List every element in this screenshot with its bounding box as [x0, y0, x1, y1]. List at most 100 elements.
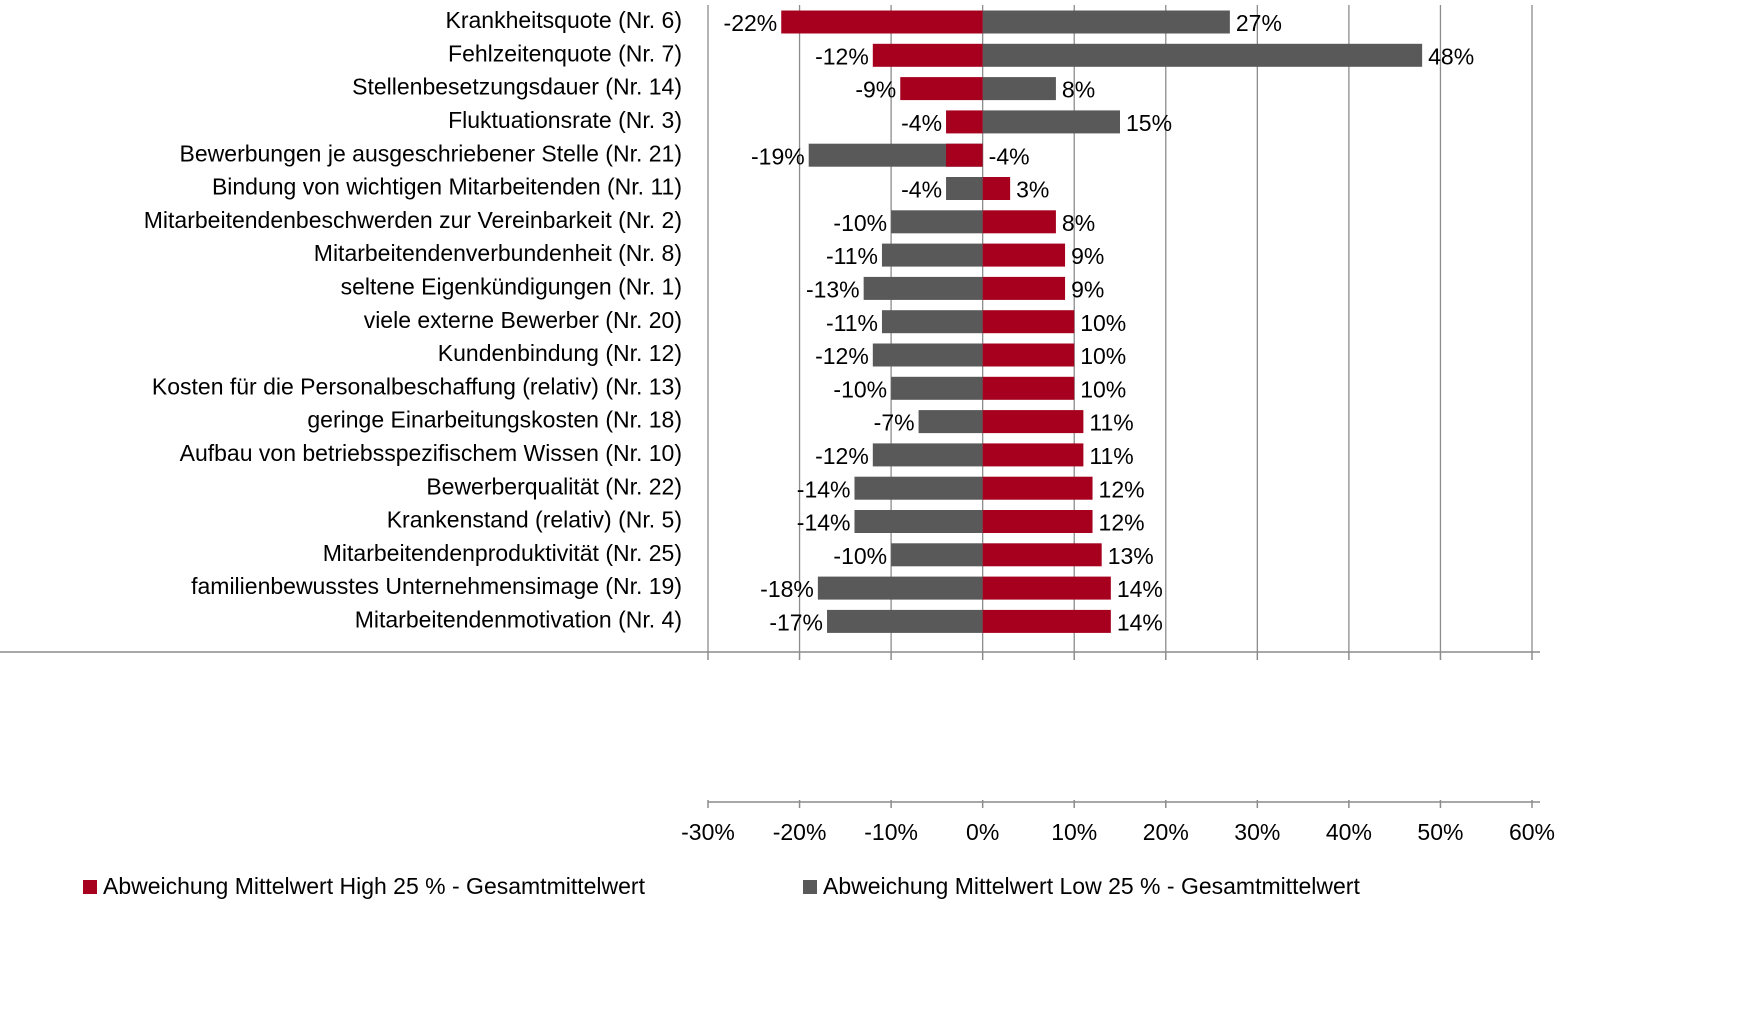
value-label: -12% — [815, 443, 869, 469]
bar — [982, 410, 1084, 434]
bar — [891, 376, 983, 400]
bar — [982, 443, 1084, 467]
value-label: -18% — [760, 576, 814, 602]
bar — [891, 210, 983, 234]
bar — [918, 410, 983, 434]
value-label: 11% — [1089, 443, 1133, 469]
category-label: familienbewusstes Unternehmensimage (Nr.… — [191, 573, 682, 599]
bar — [982, 243, 1066, 267]
bar — [946, 177, 983, 200]
x-tick-label: -30% — [681, 819, 735, 845]
value-label: -12% — [815, 343, 869, 369]
x-tick-label: 60% — [1509, 819, 1555, 845]
legend-label: Abweichung Mittelwert Low 25 % - Gesamtm… — [823, 873, 1360, 899]
bar — [827, 609, 983, 633]
category-label: Mitarbeitendenbeschwerden zur Vereinbark… — [144, 207, 682, 233]
value-label: -4% — [989, 143, 1030, 169]
value-label: 14% — [1117, 609, 1163, 635]
value-label: 27% — [1236, 10, 1282, 36]
legend-label: Abweichung Mittelwert High 25 % - Gesamt… — [103, 873, 646, 899]
value-label: 48% — [1428, 43, 1474, 69]
bar — [863, 276, 983, 300]
value-label: 11% — [1089, 410, 1133, 436]
legend-swatch — [83, 880, 97, 894]
value-label: -10% — [833, 376, 887, 402]
category-label: Bindung von wichtigen Mitarbeitenden (Nr… — [212, 174, 682, 200]
bar — [982, 543, 1102, 567]
value-label: -11% — [826, 243, 878, 269]
bar — [900, 77, 983, 101]
bar — [982, 10, 1230, 34]
bar — [982, 276, 1066, 300]
category-label: Aufbau von betriebsspezifischem Wissen (… — [180, 440, 682, 466]
bar — [891, 543, 983, 567]
x-tick-label: 40% — [1326, 819, 1372, 845]
value-label: -9% — [855, 77, 896, 103]
value-label: -10% — [833, 543, 887, 569]
x-tick-label: 30% — [1234, 819, 1280, 845]
category-label: Mitarbeitendenproduktivität (Nr. 25) — [323, 540, 682, 566]
category-label: Krankenstand (relativ) (Nr. 5) — [387, 507, 682, 533]
value-label: 10% — [1080, 343, 1126, 369]
value-label: -4% — [901, 177, 942, 203]
bar — [982, 376, 1075, 400]
value-label: 12% — [1099, 510, 1145, 536]
bar — [854, 510, 983, 533]
value-label: 15% — [1126, 110, 1172, 136]
value-label: -14% — [797, 476, 851, 502]
category-label: Fluktuationsrate (Nr. 3) — [448, 107, 682, 133]
bar — [982, 343, 1075, 367]
value-label: -14% — [797, 510, 851, 536]
bar — [854, 476, 983, 500]
bar — [982, 110, 1120, 134]
value-label: 14% — [1117, 576, 1163, 602]
category-label: Bewerberqualität (Nr. 22) — [426, 473, 682, 499]
bar — [881, 310, 983, 334]
category-label: Mitarbeitendenmotivation (Nr. 4) — [355, 606, 682, 632]
bar — [817, 576, 983, 600]
category-label: Mitarbeitendenverbundenheit (Nr. 8) — [314, 240, 682, 266]
value-label: 10% — [1080, 310, 1126, 336]
value-label: -12% — [815, 43, 869, 69]
value-label: -13% — [806, 276, 860, 302]
x-tick-label: 10% — [1051, 819, 1097, 845]
bar — [982, 576, 1111, 600]
category-label: Kundenbindung (Nr. 12) — [438, 340, 682, 366]
category-label: viele externe Bewerber (Nr. 20) — [364, 307, 682, 333]
category-label: Krankheitsquote (Nr. 6) — [445, 7, 682, 33]
value-label: 12% — [1099, 476, 1145, 502]
bar — [946, 110, 983, 134]
category-label: Fehlzeitenquote (Nr. 7) — [448, 40, 682, 66]
value-label: 9% — [1071, 276, 1104, 302]
value-label: -4% — [901, 110, 942, 136]
bar — [872, 443, 983, 467]
value-label: -10% — [833, 210, 887, 236]
bar — [982, 177, 1011, 200]
value-label: 3% — [1016, 177, 1049, 203]
value-label: -17% — [769, 609, 823, 635]
value-label: 13% — [1108, 543, 1154, 569]
bar — [946, 143, 983, 167]
bar — [781, 10, 983, 34]
x-tick-label: 20% — [1143, 819, 1189, 845]
value-label: -19% — [751, 143, 805, 169]
value-label: 8% — [1062, 210, 1095, 236]
bar — [872, 43, 983, 67]
value-label: 10% — [1080, 376, 1126, 402]
bar — [982, 310, 1075, 334]
category-label: Bewerbungen je ausgeschriebener Stelle (… — [180, 140, 682, 166]
category-label: Stellenbesetzungsdauer (Nr. 14) — [352, 74, 682, 100]
bar — [808, 143, 983, 167]
bar — [982, 510, 1093, 533]
category-label: Kosten für die Personalbeschaffung (rela… — [152, 373, 682, 399]
bar — [982, 210, 1056, 234]
value-label: 9% — [1071, 243, 1104, 269]
bar — [982, 43, 1423, 67]
value-label: -22% — [724, 10, 778, 36]
x-tick-label: 0% — [966, 819, 999, 845]
legend-swatch — [803, 880, 817, 894]
value-label: 8% — [1062, 77, 1095, 103]
value-label: -11% — [826, 310, 878, 336]
bar — [881, 243, 983, 267]
